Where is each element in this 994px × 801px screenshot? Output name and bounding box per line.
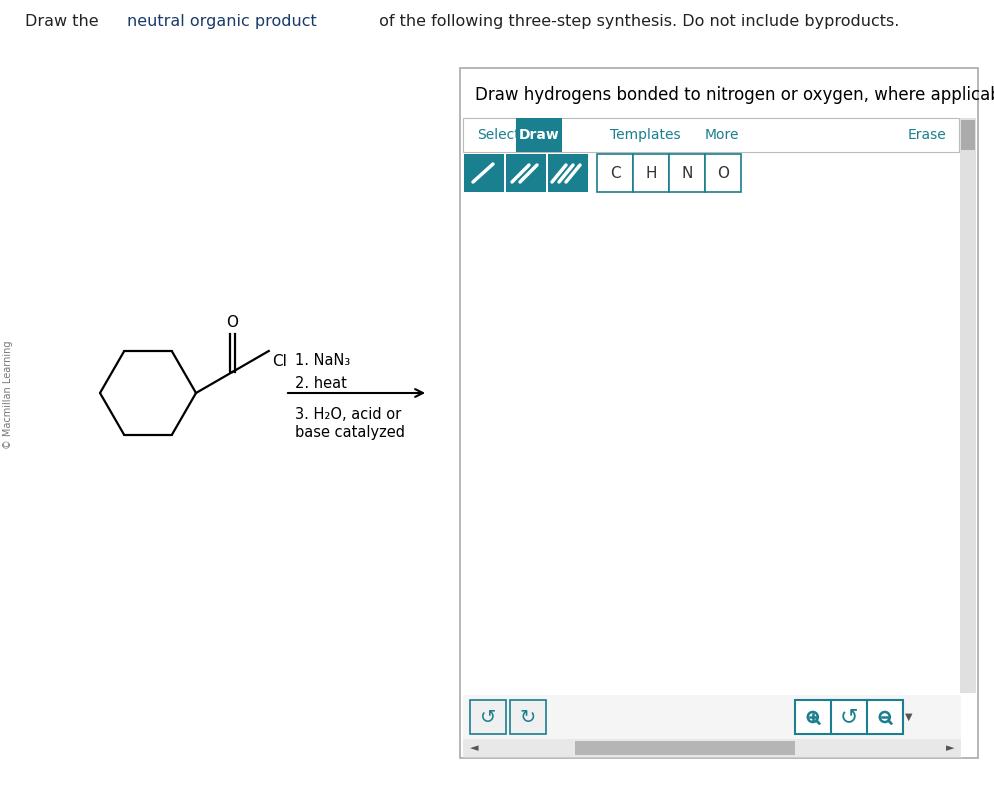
Bar [459,68,977,758]
Text: Draw: Draw [518,128,559,142]
Bar [462,196,957,693]
Bar [462,695,960,758]
Bar [510,700,546,734]
Text: 1. NaN₃: 1. NaN₃ [294,353,350,368]
Text: ↺: ↺ [839,707,858,727]
Text: ►: ► [945,743,953,753]
Text: Draw the: Draw the [25,14,103,29]
Bar [548,154,587,192]
Text: ▼: ▼ [905,712,911,722]
Bar [632,154,668,192]
Text: Select: Select [476,128,519,142]
Bar [469,700,506,734]
Bar [705,154,741,192]
Text: Cl: Cl [271,354,286,369]
Text: Templates: Templates [609,128,680,142]
Bar [516,118,562,152]
Bar [575,741,794,755]
Bar [463,154,504,192]
Text: © Macmillan Learning: © Macmillan Learning [3,340,13,449]
Text: ↺: ↺ [479,707,496,727]
Bar [960,120,974,150]
Text: C: C [609,166,619,180]
Text: Draw hydrogens bonded to nitrogen or oxygen, where applicable.: Draw hydrogens bonded to nitrogen or oxy… [474,86,994,104]
Text: H: H [644,166,656,180]
Text: O: O [717,166,729,180]
Text: N: N [681,166,692,180]
Text: ◄: ◄ [469,743,478,753]
Text: 2. heat: 2. heat [294,376,347,391]
Bar [596,154,632,192]
Text: 3. H₂O, acid or: 3. H₂O, acid or [294,407,401,422]
Bar [462,118,958,152]
Text: of the following three-step synthesis. Do not include byproducts.: of the following three-step synthesis. D… [374,14,899,29]
Text: base catalyzed: base catalyzed [294,425,405,440]
Bar [506,154,546,192]
Bar [668,154,705,192]
Text: neutral organic product: neutral organic product [127,14,317,29]
Text: O: O [227,315,239,330]
Bar [959,118,975,693]
Bar [462,739,960,757]
Text: More: More [705,128,739,142]
Text: ↻: ↻ [519,707,536,727]
Bar [794,700,903,734]
Text: Erase: Erase [908,128,946,142]
